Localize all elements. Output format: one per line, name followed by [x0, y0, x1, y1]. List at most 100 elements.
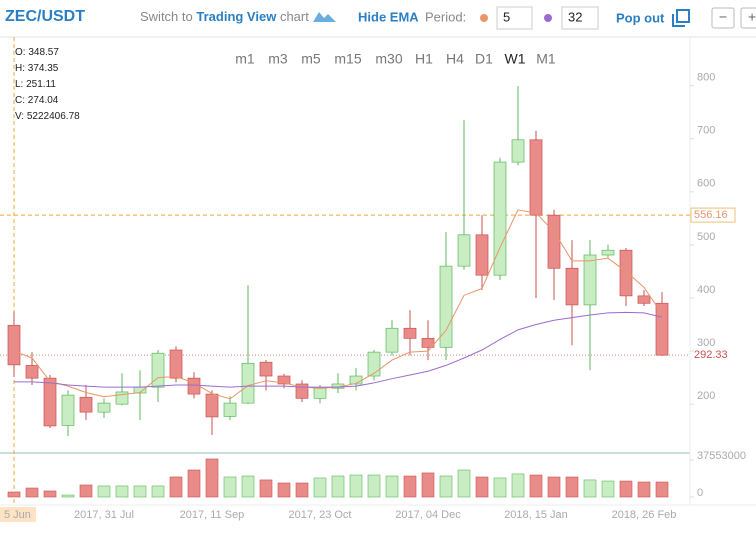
timeframe-button[interactable]: m30 — [375, 51, 402, 67]
candle-body — [43, 377, 57, 427]
x-tick-label: 2017, 23 Oct — [289, 509, 352, 521]
pop-out-icon — [672, 9, 690, 27]
y-tick-label: 700 — [697, 125, 715, 137]
candle-body — [439, 265, 453, 348]
volume-bar — [61, 494, 75, 498]
ohlc-label: C: — [15, 95, 25, 106]
y-tick-label: 800 — [697, 72, 715, 84]
candle-body — [79, 396, 93, 413]
x-tick-label: 2018, 15 Jan — [504, 509, 568, 521]
timeframe-button[interactable]: m3 — [268, 51, 288, 67]
candle-body — [511, 139, 525, 163]
candle-body — [421, 337, 435, 348]
ohlc-row: H: 374.35 — [15, 63, 59, 74]
candle-body — [223, 402, 237, 417]
timeframe-button[interactable]: H1 — [415, 51, 433, 67]
timeframe-button[interactable]: m15 — [334, 51, 361, 67]
ohlc-row: V: 5222406.78 — [15, 111, 80, 122]
volume-bar — [133, 485, 147, 498]
timeframe-button[interactable]: m1 — [235, 51, 255, 67]
zoom-in-label: + — [748, 9, 756, 25]
volume-bar — [367, 474, 381, 498]
candle-body — [97, 402, 111, 413]
candle-body — [25, 365, 39, 379]
volume-bar — [7, 491, 21, 498]
candle-body — [655, 302, 669, 356]
zoom-in-button[interactable] — [740, 7, 756, 29]
pop-out-button[interactable]: Pop out — [616, 10, 665, 25]
x-tick-label: 2018, 26 Feb — [612, 509, 677, 521]
zoom-out-button[interactable] — [711, 7, 735, 29]
volume-bar — [259, 479, 273, 498]
candle-body — [547, 214, 561, 269]
volume-bar — [205, 458, 219, 498]
timeframe-button[interactable]: D1 — [475, 51, 493, 67]
volume-bar — [637, 481, 651, 498]
ohlc-value: 5222406.78 — [27, 111, 80, 122]
volume-tick-label: 0 — [697, 487, 703, 499]
volume-bar — [331, 475, 345, 498]
candle-body — [205, 393, 219, 418]
timeframe-button[interactable]: H4 — [446, 51, 464, 67]
volume-bar — [619, 480, 633, 498]
ohlc-value: 348.57 — [28, 47, 59, 58]
switch-link[interactable]: Switch to Trading View chart — [140, 9, 309, 24]
candle-body — [187, 377, 201, 395]
candle-body — [349, 375, 363, 385]
crosshair-date-box — [0, 507, 36, 522]
volume-bar — [475, 476, 489, 498]
ema-line — [14, 311, 663, 388]
volume-bar — [493, 477, 507, 498]
volume-bar — [313, 477, 327, 498]
y-tick-label: 300 — [697, 337, 715, 349]
x-tick-label: 2017, 31 Jul — [74, 509, 134, 521]
timeframe-button[interactable]: m5 — [301, 51, 321, 67]
volume-bar — [547, 476, 561, 498]
volume-tick-label: 37553000 — [697, 450, 746, 462]
trading-view-text: Trading View — [196, 9, 277, 24]
last-price-label: 292.33 — [694, 349, 728, 361]
volume-bar — [583, 479, 597, 498]
x-tick-label: 5 Jun — [4, 509, 31, 521]
candle-body — [637, 295, 651, 304]
switch-text: Switch to — [140, 9, 193, 24]
volume-bar — [169, 476, 183, 498]
volume-bar — [457, 469, 471, 498]
ema-line — [13, 209, 663, 400]
fast-value: 5 — [503, 9, 510, 24]
period-label: Period: — [425, 9, 466, 24]
fast-dot — [480, 14, 488, 22]
ohlc-label: O: — [15, 47, 26, 58]
crosshair-price-box — [690, 207, 736, 223]
zoom-out-label: − — [719, 9, 727, 25]
crosshair-price-label: 556.16 — [694, 209, 728, 221]
volume-bar — [151, 485, 165, 498]
y-tick-label: 200 — [697, 390, 715, 402]
candle-body — [529, 139, 543, 216]
ohlc-label: L: — [15, 79, 23, 90]
plot: m1 m3 m5 m15 m30 H1 H4 D1 W1 M1 O: 348.57 H: 374.35… — [0, 37, 746, 522]
timeframe-button[interactable]: M1 — [536, 51, 556, 67]
volume-bar — [349, 474, 363, 498]
volume-bar — [79, 484, 93, 498]
slow-value: 32 — [568, 9, 582, 24]
candle-body — [565, 267, 579, 306]
slow-dot — [544, 14, 552, 22]
candle-body — [601, 249, 615, 256]
slow-input[interactable] — [561, 6, 599, 30]
candle-body — [385, 327, 399, 353]
timeframe-button[interactable]: W1 — [505, 51, 526, 67]
fast-input[interactable] — [496, 6, 533, 30]
pair-title: ZEC/USDT — [5, 8, 85, 25]
ohlc-value: 374.35 — [28, 63, 59, 74]
candle-body — [61, 394, 75, 426]
candle-body — [7, 324, 21, 366]
volume-bar — [529, 474, 543, 498]
hide-ema-button[interactable]: Hide EMA — [358, 9, 419, 24]
candle-body — [367, 351, 381, 377]
candle-body — [619, 249, 633, 297]
ohlc-label: V: — [15, 111, 24, 122]
candle-body — [313, 387, 327, 399]
candle-body — [169, 349, 183, 379]
